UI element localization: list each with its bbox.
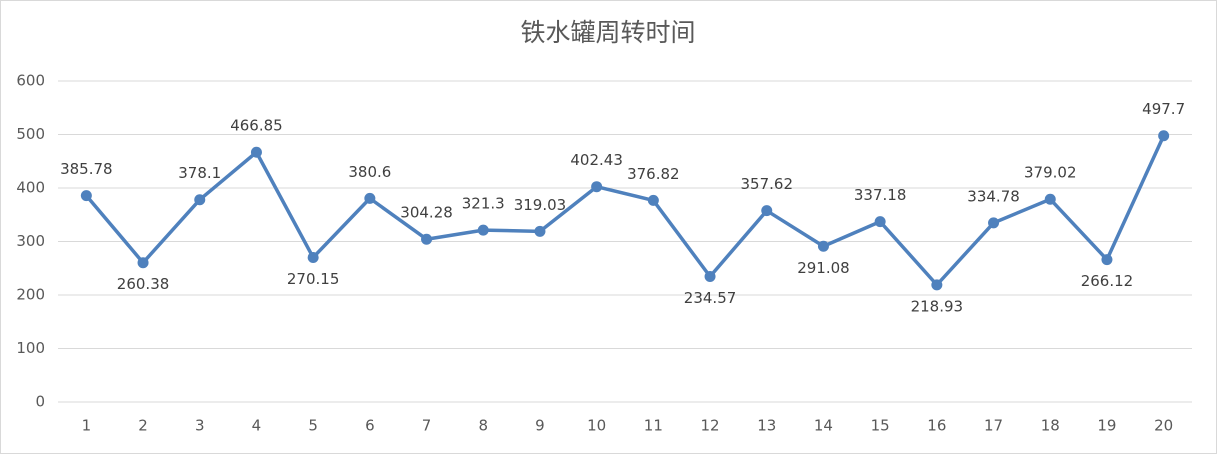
data-label: 266.12	[1081, 272, 1134, 290]
x-tick-label: 14	[814, 417, 833, 435]
x-tick-label: 2	[138, 417, 148, 435]
data-point	[477, 224, 489, 236]
data-point	[704, 271, 716, 283]
x-tick-label: 3	[195, 417, 205, 435]
x-tick-label: 7	[422, 417, 432, 435]
data-label: 334.78	[967, 187, 1020, 205]
x-tick-label: 20	[1154, 417, 1173, 435]
data-point	[1044, 193, 1056, 205]
x-tick-label: 17	[984, 417, 1003, 435]
x-tick-label: 11	[644, 417, 663, 435]
data-point	[1101, 254, 1113, 266]
x-tick-label: 9	[535, 417, 545, 435]
x-tick-label: 5	[308, 417, 318, 435]
x-tick-label: 16	[927, 417, 946, 435]
data-label: 321.3	[462, 195, 505, 213]
y-tick-label: 300	[16, 232, 45, 250]
data-label: 380.6	[348, 163, 391, 181]
data-point	[931, 279, 943, 291]
data-point	[647, 194, 659, 206]
data-label: 319.03	[514, 196, 567, 214]
x-tick-label: 18	[1041, 417, 1060, 435]
y-tick-label: 500	[16, 125, 45, 143]
data-point	[1158, 130, 1170, 142]
y-tick-label: 400	[16, 179, 45, 197]
data-point	[307, 251, 319, 263]
x-tick-label: 4	[252, 417, 262, 435]
y-tick-label: 600	[16, 72, 45, 90]
data-label: 497.7	[1142, 100, 1185, 118]
data-label: 234.57	[684, 289, 737, 307]
data-label: 376.82	[627, 165, 680, 183]
data-point	[817, 240, 829, 252]
data-label: 402.43	[570, 151, 623, 169]
x-tick-label: 13	[757, 417, 776, 435]
data-point	[534, 225, 546, 237]
data-label: 466.85	[230, 117, 283, 135]
data-point	[421, 233, 433, 245]
data-point	[988, 217, 1000, 229]
data-point	[364, 192, 376, 204]
data-label: 218.93	[911, 297, 964, 315]
data-label: 304.28	[400, 204, 453, 222]
y-tick-label: 200	[16, 286, 45, 304]
data-label: 260.38	[117, 275, 170, 293]
y-tick-label: 0	[35, 393, 45, 411]
x-tick-label: 19	[1097, 417, 1116, 435]
data-point	[194, 194, 206, 206]
data-label: 385.78	[60, 160, 113, 178]
data-point	[137, 257, 149, 269]
data-label: 378.1	[178, 164, 221, 182]
data-label: 337.18	[854, 186, 907, 204]
chart-title: 铁水罐周转时间	[520, 18, 695, 47]
data-label: 379.02	[1024, 164, 1077, 182]
data-point	[250, 146, 262, 158]
x-tick-label: 8	[478, 417, 488, 435]
x-tick-label: 15	[871, 417, 890, 435]
data-label: 357.62	[741, 175, 794, 193]
data-point	[80, 190, 92, 202]
data-point	[761, 205, 773, 217]
data-point	[591, 181, 603, 193]
x-tick-label: 12	[701, 417, 720, 435]
y-tick-label: 100	[16, 339, 45, 357]
x-tick-label: 6	[365, 417, 375, 435]
data-label: 291.08	[797, 259, 850, 277]
x-tick-label: 10	[587, 417, 606, 435]
data-label: 270.15	[287, 270, 340, 288]
x-tick-label: 1	[82, 417, 92, 435]
data-point	[874, 216, 886, 228]
data-line	[85, 135, 1166, 287]
